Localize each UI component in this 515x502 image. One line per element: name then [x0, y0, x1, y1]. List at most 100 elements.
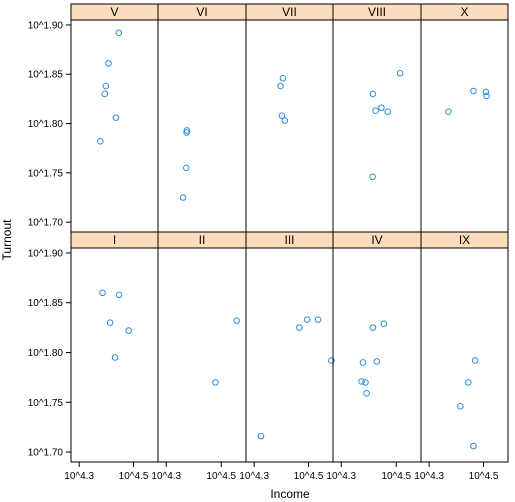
data-point — [358, 378, 365, 385]
y-tick-label: 10^1.85 — [28, 70, 64, 81]
y-axis-title: Turnout — [0, 219, 14, 261]
data-point — [362, 379, 369, 386]
y-tick-label: 10^1.75 — [28, 398, 64, 409]
data-point — [281, 117, 289, 124]
panel-border — [245, 247, 334, 463]
data-point — [378, 104, 385, 112]
data-point — [115, 29, 123, 37]
x-tick-label: 10^4.5 — [381, 471, 411, 482]
y-tick-label: 10^1.70 — [28, 448, 64, 459]
data-point — [359, 359, 367, 366]
data-point — [380, 320, 388, 327]
panel-II: II — [157, 231, 247, 463]
x-tick-label: 10^4.3 — [414, 471, 444, 482]
data-point — [372, 107, 379, 115]
x-axis-title: Income — [270, 487, 310, 501]
x-tick-label: 10^4.3 — [64, 471, 94, 482]
panel-strip-label: VI — [196, 5, 207, 19]
y-tick-label: 10^1.80 — [28, 348, 64, 359]
data-point — [179, 194, 187, 201]
data-point — [278, 112, 286, 119]
panel-X: X — [420, 3, 509, 233]
panels-layer: V VI VII VIII XI II III IV IX — [70, 3, 509, 463]
data-point — [482, 88, 490, 96]
data-point — [369, 173, 376, 181]
data-point — [396, 69, 404, 77]
data-point — [125, 327, 132, 334]
x-tick-label: 10^4.5 — [294, 471, 324, 482]
panel-VI: VI — [157, 3, 247, 233]
panel-border — [332, 247, 422, 463]
data-point — [483, 92, 490, 100]
data-point — [106, 319, 114, 326]
data-point — [303, 316, 311, 323]
panel-border — [420, 247, 509, 463]
data-point — [183, 127, 191, 134]
y-tick-label: 10^1.70 — [28, 218, 64, 229]
data-point — [471, 357, 479, 364]
panel-strip-label: IV — [371, 233, 382, 247]
panel-border — [420, 19, 509, 233]
panel-strip-label: IX — [459, 233, 470, 247]
data-point — [112, 114, 120, 121]
data-point — [465, 379, 472, 386]
x-tick-label: 10^4.5 — [206, 471, 236, 482]
data-point — [445, 108, 452, 115]
data-point — [183, 164, 190, 172]
panel-strip-label: II — [199, 233, 206, 247]
data-point — [470, 442, 477, 450]
panel-border — [157, 247, 247, 463]
data-point — [115, 291, 123, 299]
data-point — [328, 357, 335, 364]
data-point — [97, 137, 104, 145]
panel-IV: IV — [332, 231, 422, 463]
panel-border — [157, 19, 247, 233]
y-tick-label: 10^1.80 — [28, 119, 64, 130]
x-tick-label: 10^4.3 — [239, 471, 269, 482]
data-point — [111, 354, 119, 361]
panel-I: I — [70, 231, 159, 463]
y-tick-label: 10^1.90 — [28, 248, 64, 259]
data-point — [369, 90, 377, 98]
panel-III: III — [245, 231, 335, 463]
x-tick-label: 10^4.5 — [469, 471, 499, 482]
data-point — [384, 108, 392, 115]
panel-IX: IX — [420, 231, 509, 463]
data-point — [457, 402, 464, 410]
data-point — [212, 379, 219, 386]
x-tick-label: 10^4.3 — [326, 471, 356, 482]
data-point — [369, 324, 377, 331]
data-point — [99, 289, 106, 297]
panel-border — [245, 19, 334, 233]
panel-VII: VII — [245, 3, 334, 233]
data-point — [295, 324, 303, 331]
axes-layer: 10^1.70 10^1.75 10^1.80 10^1.85 10^1.90 10^4.… — [28, 20, 499, 482]
data-point — [105, 60, 112, 67]
panel-strip-label: X — [460, 5, 468, 19]
panel-border — [70, 19, 159, 233]
y-tick-label: 10^1.85 — [28, 298, 64, 309]
data-point — [279, 74, 287, 82]
data-point — [314, 316, 322, 323]
data-point — [277, 82, 284, 90]
data-point — [102, 82, 110, 90]
data-point — [257, 432, 265, 440]
y-tick-label: 10^1.90 — [28, 20, 64, 31]
x-tick-label: 10^4.3 — [151, 471, 181, 482]
panel-strip-label: I — [113, 233, 116, 247]
panel-strip-label: VII — [282, 5, 297, 19]
panel-VIII: VIII — [332, 3, 422, 233]
data-point — [363, 390, 370, 397]
panel-V: V — [70, 3, 159, 233]
panel-border — [332, 19, 422, 233]
x-tick-label: 10^4.5 — [119, 471, 149, 482]
y-tick-label: 10^1.75 — [28, 168, 64, 179]
panel-strip-label: VIII — [368, 5, 386, 19]
data-point — [470, 87, 477, 95]
panel-strip-label: V — [110, 5, 118, 19]
data-point — [373, 358, 381, 365]
panel-strip-label: III — [284, 233, 294, 247]
data-point — [233, 317, 240, 324]
data-point — [101, 90, 109, 98]
